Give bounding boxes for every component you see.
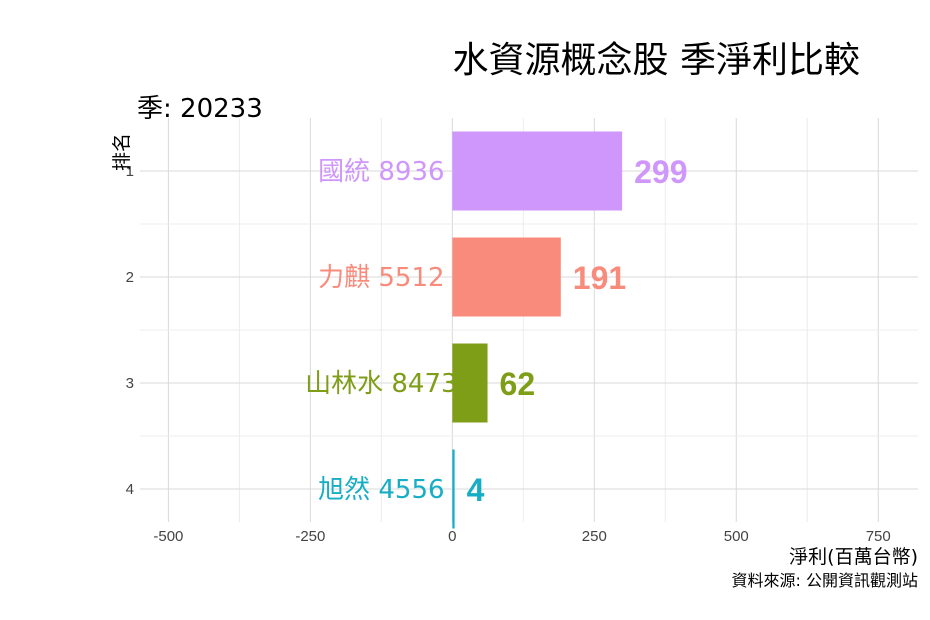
x-tick-label: 750: [866, 528, 891, 545]
y-tick-label: 3: [126, 375, 134, 392]
bar-category-label: 山林水 8473: [305, 369, 457, 399]
chart-title: 水資源概念股 季淨利比較: [453, 40, 860, 81]
x-tick-label: 500: [724, 528, 749, 545]
caption: 資料來源: 公開資訊觀測站: [732, 571, 918, 590]
bar-value-label: 62: [500, 366, 536, 402]
y-tick-label: 1: [126, 163, 134, 180]
bar: [452, 449, 455, 529]
x-tick-label: 0: [448, 528, 456, 545]
chart-subtitle: 季: 20233: [137, 94, 263, 124]
bar-category-label: 力麒 5512: [318, 263, 444, 293]
bar-value-label: 191: [573, 260, 626, 296]
bar: [452, 343, 488, 423]
y-tick-label: 4: [126, 481, 134, 498]
y-axis-title: 排名: [111, 133, 133, 171]
bars: [452, 131, 623, 529]
bar-value-label: 299: [634, 154, 687, 190]
y-tick-label: 2: [126, 269, 134, 286]
bar: [452, 131, 623, 211]
bar-category-label: 國統 8936: [318, 157, 444, 187]
value-labels: 299 191 62 4: [467, 154, 688, 508]
x-tick-label: -250: [295, 528, 325, 545]
x-tick-labels: -500 -250 0 250 500 750: [153, 528, 890, 545]
x-axis-title: 淨利(百萬台幣): [789, 546, 918, 568]
y-tick-labels: 1 2 3 4: [126, 163, 134, 498]
category-labels: 國統 8936 力麒 5512 山林水 8473 旭然 4556: [305, 157, 457, 505]
bar-value-label: 4: [467, 472, 485, 508]
bar: [452, 237, 561, 317]
bar-category-label: 旭然 4556: [318, 475, 444, 505]
x-tick-label: 250: [582, 528, 607, 545]
x-tick-label: -500: [153, 528, 183, 545]
